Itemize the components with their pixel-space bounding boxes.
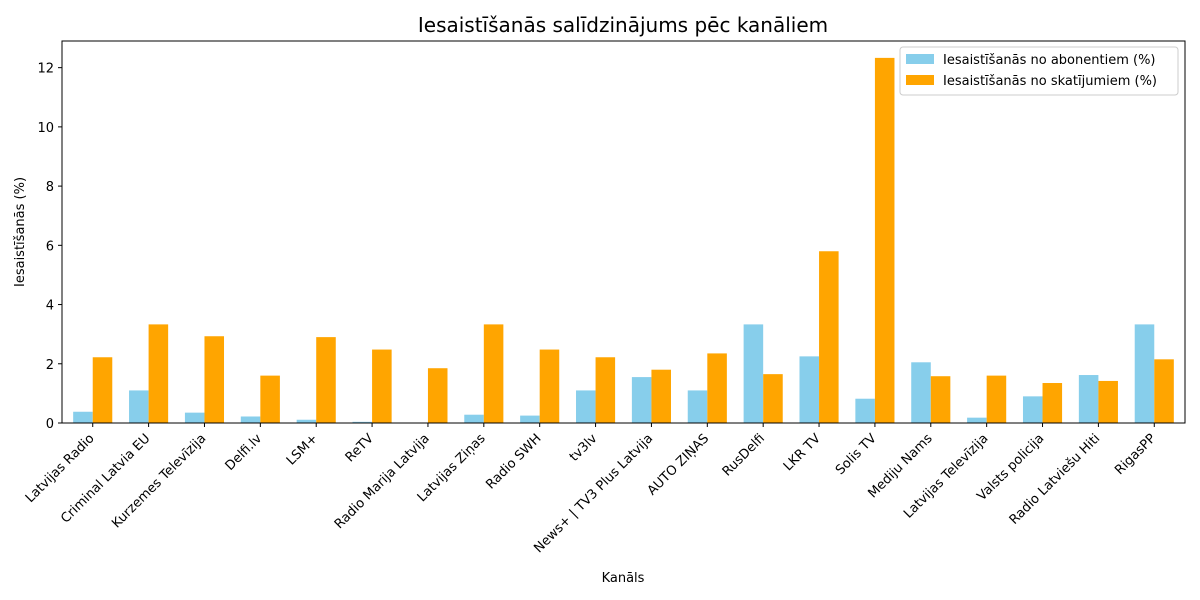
bar-views	[874, 57, 895, 423]
x-tick-label: RusDelfi	[720, 431, 768, 479]
legend-swatch-subscribers	[906, 54, 934, 64]
bar-subscribers	[352, 421, 373, 423]
y-tick-label: 0	[46, 417, 54, 432]
bar-subscribers	[1134, 324, 1155, 423]
bar-views	[204, 336, 225, 423]
legend-swatch-views	[906, 75, 934, 85]
x-tick-label: LKR TV	[781, 431, 824, 474]
x-tick-label: Radio SWH	[483, 431, 544, 492]
x-tick-label: Delfi.lv	[223, 431, 266, 474]
bar-subscribers	[1022, 396, 1043, 423]
x-tick-label: News+ | TV3 Plus Latvija	[531, 431, 656, 556]
x-tick-label: tv3lv	[567, 431, 601, 465]
bar-views	[372, 349, 392, 423]
bar-views	[763, 374, 783, 423]
y-tick-label: 2	[46, 358, 54, 373]
bar-subscribers	[184, 412, 205, 423]
x-tick-label: RigasPP	[1112, 431, 1159, 478]
y-tick-label: 6	[46, 239, 54, 254]
bar-subscribers	[743, 324, 764, 423]
bar-views	[427, 368, 448, 423]
y-tick-label: 12	[37, 62, 54, 77]
plot-frame	[61, 40, 1186, 424]
legend: Iesaistīšanās no abonentiem (%) Iesaistī…	[899, 46, 1179, 96]
bar-views	[148, 324, 169, 423]
x-tick-label: Solis TV	[833, 431, 880, 478]
bar-subscribers	[129, 390, 149, 423]
bar-views	[92, 357, 113, 423]
bar-views	[316, 337, 336, 423]
bar-views	[1098, 380, 1118, 423]
legend-box	[899, 46, 1179, 96]
bar-views	[986, 375, 1007, 423]
bar-subscribers	[464, 414, 484, 423]
bar-subscribers	[576, 390, 596, 423]
x-tick-label: Kurzemes Televīzija	[109, 431, 209, 531]
bar-views	[595, 357, 616, 423]
bar-subscribers	[73, 411, 93, 423]
y-tick-label: 8	[46, 180, 54, 195]
y-axis-label: Iesaistīšanās (%)	[13, 177, 28, 287]
x-axis-label: Kanāls	[602, 571, 645, 586]
bar-subscribers	[855, 398, 875, 423]
x-tick-label: ReTV	[343, 431, 377, 465]
x-tick-label: LSM+	[284, 431, 321, 468]
bar-subscribers	[520, 415, 540, 423]
bar-views	[1042, 383, 1063, 423]
x-tick-label: Radio Marija Latvija	[332, 431, 433, 532]
bar-views	[483, 324, 504, 423]
legend-label-views: Iesaistīšanās no skatījumiem (%)	[943, 74, 1157, 89]
chart-title: Iesaistīšanās salīdzinājums pēc kanāliem	[418, 13, 828, 37]
bar-views	[1154, 359, 1174, 423]
y-tick-label: 10	[37, 121, 54, 136]
bar-subscribers	[911, 362, 931, 423]
bar-subscribers	[967, 417, 987, 423]
bar-subscribers	[631, 377, 652, 423]
legend-label-subscribers: Iesaistīšanās no abonentiem (%)	[943, 53, 1156, 68]
bar-subscribers	[799, 356, 820, 423]
y-tick-label: 4	[46, 299, 54, 314]
bar-views	[707, 353, 727, 423]
bar-views	[819, 251, 839, 423]
bar-subscribers	[1078, 375, 1099, 423]
y-axis: 0 2 4 6 8 10 12	[37, 62, 62, 432]
bar-views	[260, 375, 280, 423]
bar-subscribers	[296, 419, 317, 423]
bar-views	[930, 376, 951, 423]
bar-subscribers	[687, 390, 708, 423]
bars-group	[73, 57, 1174, 423]
bar-subscribers	[240, 416, 261, 423]
bar-views	[539, 349, 560, 423]
bar-views	[651, 369, 671, 423]
